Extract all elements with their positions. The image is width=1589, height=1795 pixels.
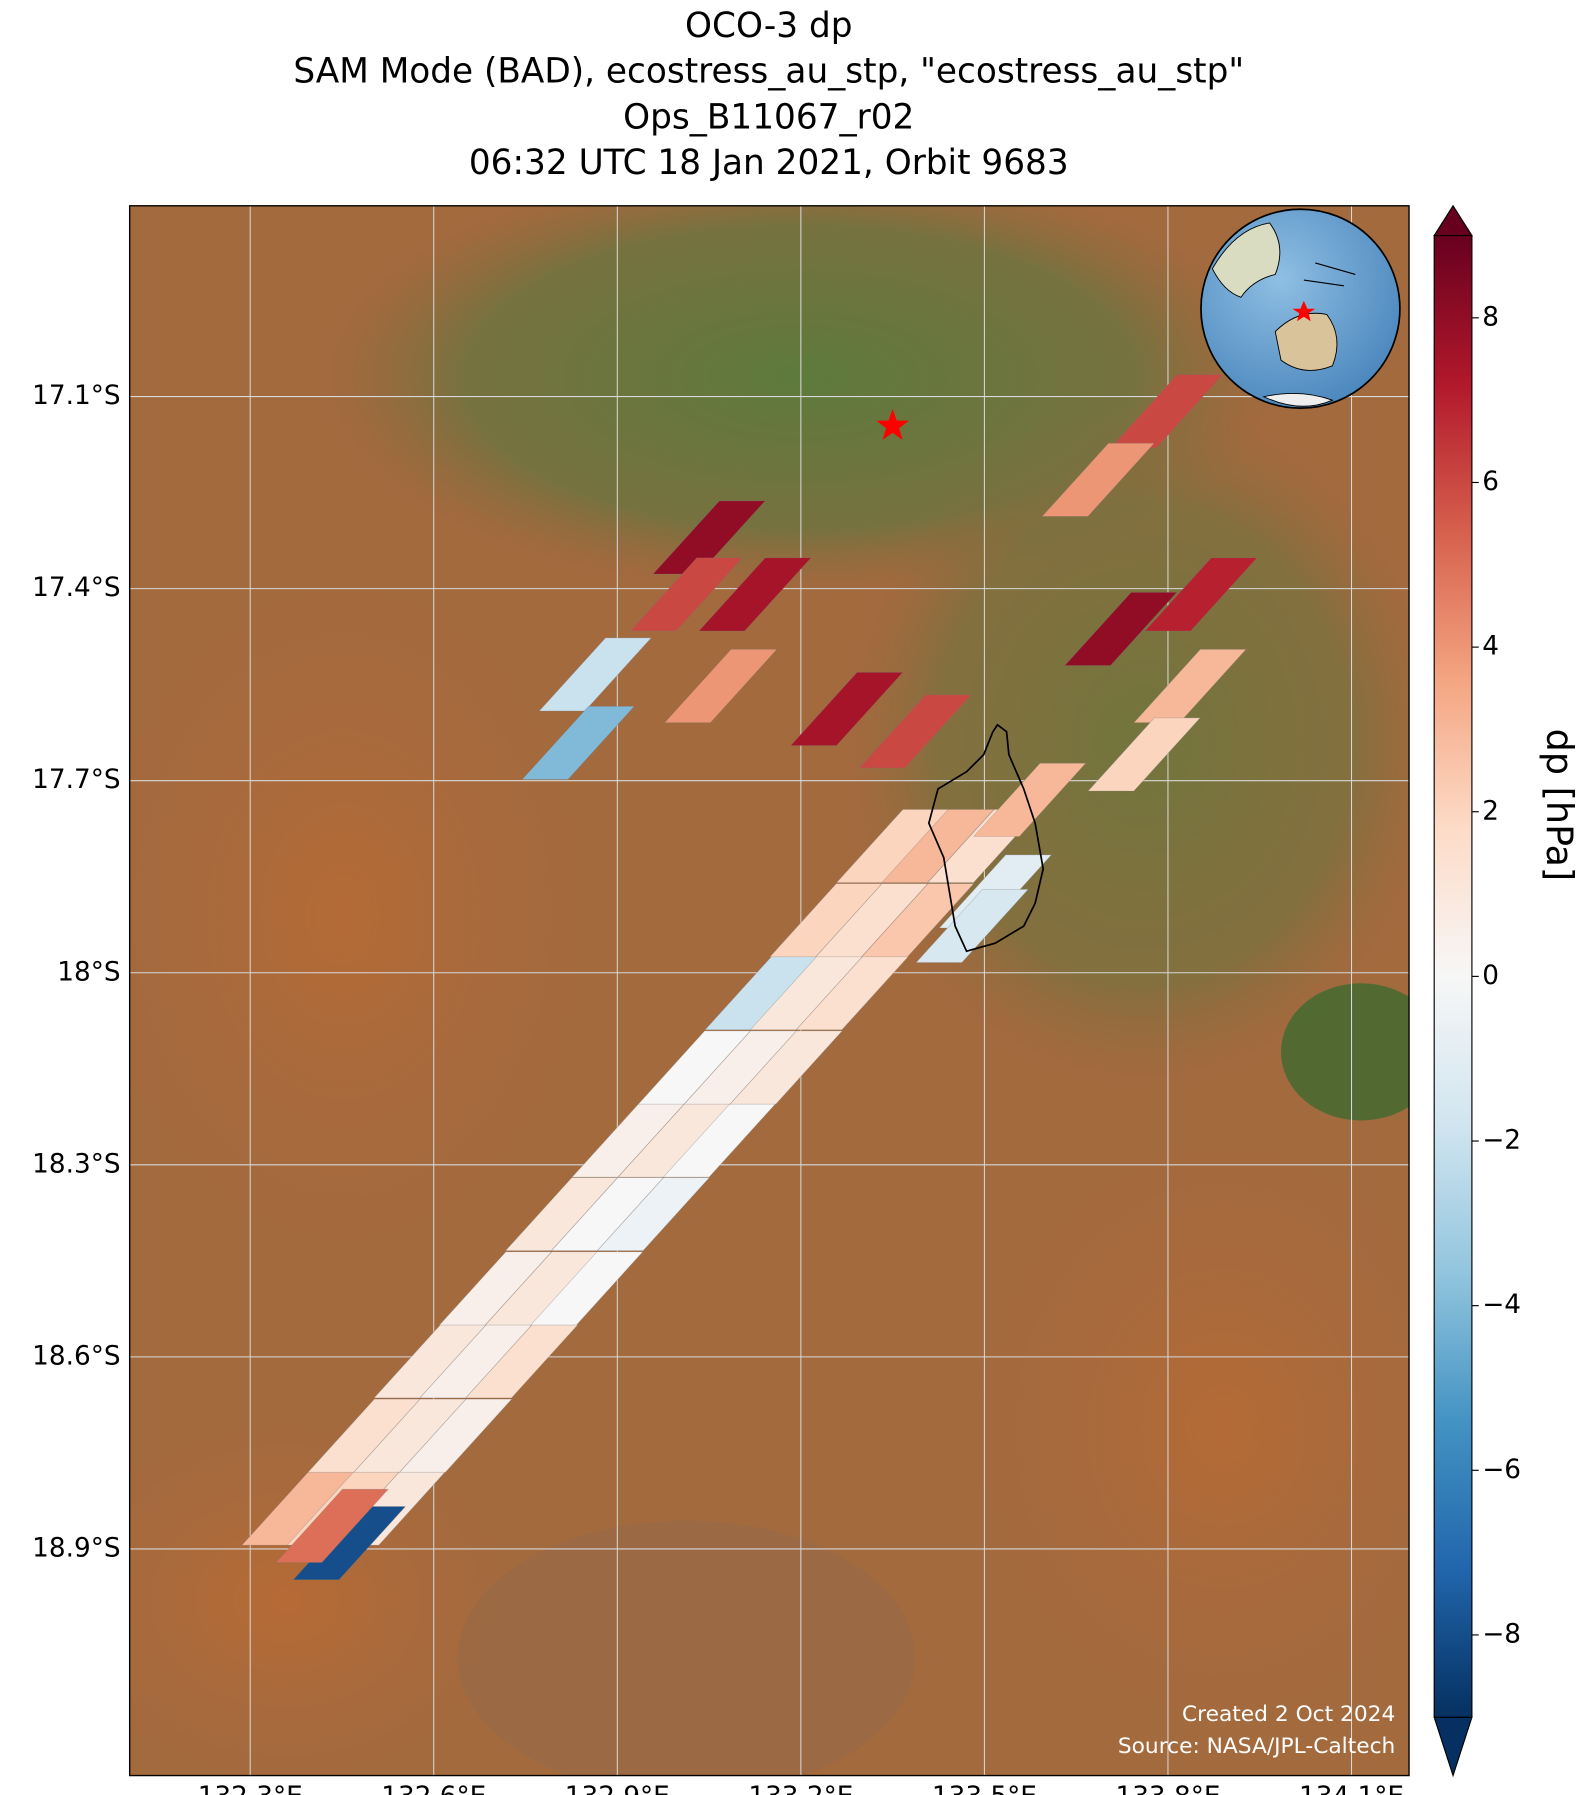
y-tick-label: 18.9°S	[32, 1533, 120, 1563]
target-star	[876, 408, 909, 440]
colorbar-tick-label: −8	[1482, 1619, 1521, 1649]
y-tick-label: 18°S	[57, 957, 120, 987]
sounding-cell	[398, 1398, 513, 1473]
sounding-cell	[769, 883, 883, 958]
sounding-cell	[504, 1177, 619, 1252]
y-tick-label: 17.4°S	[32, 573, 120, 603]
sounding-cell	[795, 956, 910, 1031]
y-tick-label: 17.1°S	[32, 381, 120, 411]
colorbar-tick-label: −6	[1482, 1455, 1521, 1485]
colorbar-extend-bottom	[1433, 1716, 1473, 1778]
sounding-cell	[858, 694, 973, 769]
chart-title: OCO-3 dp	[685, 6, 852, 46]
sounding-cell	[698, 557, 812, 632]
title: OCO-3 dp SAM Mode (BAD), ecostress_au_stp…	[293, 6, 1244, 183]
x-tick-label: 133.2°E	[748, 1782, 853, 1795]
sounding-cell	[663, 649, 778, 723]
annotation: Created 2 Oct 2024	[1182, 1702, 1395, 1727]
sounding-cell	[521, 705, 635, 780]
colorbar-tick-label: 0	[1482, 961, 1499, 991]
y-tick-label: 17.7°S	[32, 765, 120, 795]
sounding-cell	[307, 1398, 421, 1473]
sounding-cell	[1064, 592, 1178, 666]
chart-title: 06:32 UTC 18 Jan 2021, Orbit 9683	[469, 143, 1069, 183]
annotation: Source: NASA/JPL-Caltech	[1118, 1734, 1395, 1759]
colorbar-tick-label: −2	[1482, 1126, 1521, 1156]
target-marker	[876, 408, 909, 440]
y-tick-label: 18.6°S	[32, 1341, 120, 1371]
x-tick-label: 134.1°E	[1299, 1782, 1404, 1795]
chart-title: Ops_B11067_r02	[623, 97, 914, 137]
x-tick-label: 132.3°E	[198, 1782, 303, 1795]
sounding-cell	[529, 1251, 644, 1326]
x-tick-label: 132.6°E	[381, 1782, 486, 1795]
sounding-cell	[438, 1251, 553, 1326]
x-tick-label: 132.9°E	[565, 1782, 670, 1795]
colorbar-tick-label: 8	[1482, 302, 1499, 332]
colorbar-scale	[1433, 234, 1473, 1718]
colorbar-extend-top	[1433, 204, 1473, 237]
lake-outline	[927, 723, 1045, 953]
y-tick-label: 18.3°S	[32, 1149, 120, 1179]
x-tick-label: 133.8°E	[1115, 1782, 1220, 1795]
sounding-cell	[629, 557, 744, 632]
sounding-cell	[275, 1488, 389, 1563]
sounding-cell	[465, 1324, 579, 1399]
sounding-cell	[550, 1177, 665, 1252]
sounding-cell	[789, 672, 904, 746]
colorbar-label: dp [hPa]	[1538, 729, 1581, 882]
map-frame	[128, 205, 1410, 1777]
sounding-cell	[571, 1103, 686, 1178]
sounding-cell	[860, 883, 975, 958]
colorbar: −8 −6 −4 −2 0 2 4 6 8 dp [hPa]	[1433, 204, 1581, 1778]
colorbar-tick-label: 2	[1482, 796, 1499, 826]
sounding-cell	[1144, 557, 1258, 632]
soundings	[241, 374, 1258, 1581]
sounding-cell	[729, 1030, 843, 1105]
sounding-cell	[1041, 442, 1155, 517]
sounding-cell	[1087, 717, 1201, 792]
chart-title: SAM Mode (BAD), ecostress_au_stp, "ecost…	[293, 52, 1244, 92]
sounding-cell	[353, 1398, 467, 1473]
colorbar-tick-label: 4	[1482, 632, 1499, 662]
sounding-cell	[683, 1030, 798, 1105]
sounding-cell	[972, 762, 1087, 837]
sounding-cell	[596, 1177, 711, 1252]
colorbar-tick-label: −4	[1482, 1290, 1521, 1320]
sounding-cell	[814, 883, 929, 958]
x-tick-label: 133.5°E	[932, 1782, 1037, 1795]
colorbar-tick-label: 6	[1482, 467, 1499, 497]
sounding-cell	[915, 889, 1029, 963]
sounding-cell	[637, 1030, 752, 1105]
sounding-cell	[538, 637, 653, 712]
inset-globe	[1200, 208, 1401, 410]
